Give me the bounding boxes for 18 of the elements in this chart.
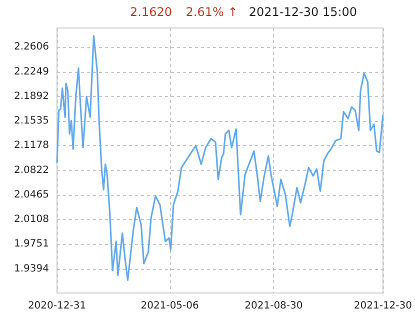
y-tick-label: 2.0465 [14, 189, 49, 200]
y-tick-label: 2.1892 [14, 90, 49, 102]
chart-subtitle: 2.61% ↑ [186, 5, 238, 19]
y-tick-label: 1.9394 [14, 263, 49, 274]
chart-title: 2.1620 [130, 5, 172, 19]
line-series [56, 35, 384, 281]
y-tick-label: 2.1535 [14, 116, 49, 127]
text: 2021-12-30 15:00 [248, 5, 358, 19]
y-tick-label: 2.0822 [14, 164, 49, 176]
x-tick-label: 2021-05-06 [140, 300, 199, 312]
y-tick-label: 2.0108 [14, 214, 49, 226]
y-tick-label: 2.2606 [14, 42, 49, 53]
x-tick-label: 2021-12-30 [354, 300, 412, 312]
y-tick-label: 2.2249 [14, 66, 49, 78]
y-tick-label: 2.1178 [14, 140, 49, 152]
x-tick-label: 2021-08-30 [244, 300, 303, 312]
x-tick-label: 2020-12-31 [28, 300, 86, 312]
y-tick-label: 1.9751 [14, 238, 49, 250]
